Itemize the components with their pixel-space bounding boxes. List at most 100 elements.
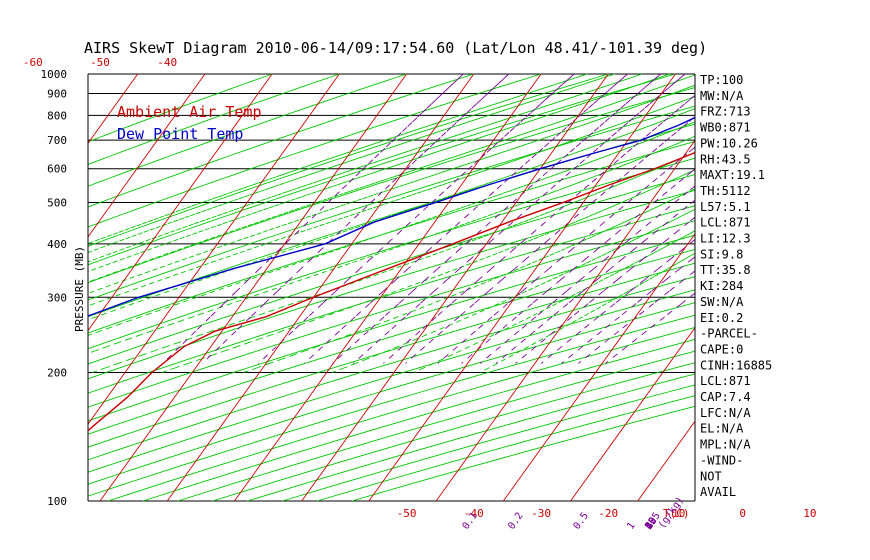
dry-adiabat-segment [594, 346, 625, 356]
moist-adiabat-segment [371, 171, 377, 174]
moist-adiabat-segment [412, 138, 418, 141]
moist-adiabat-segment [490, 253, 498, 257]
moist-adiabat-segment [463, 263, 472, 267]
moist-adiabat-segment [130, 243, 138, 247]
moist-adiabat-segment [540, 116, 545, 119]
moist-adiabat-segment [498, 101, 502, 104]
moist-adiabat-segment [585, 177, 591, 181]
moist-adiabat-segment [605, 227, 611, 231]
moist-adiabat-segment [445, 227, 453, 231]
dry-adiabat-segment [543, 91, 551, 94]
moist-adiabat-segment [569, 293, 576, 298]
dry-adiabat-segment [668, 339, 696, 347]
mixing-ratio-segment [340, 221, 351, 231]
dry-adiabat-segment [419, 425, 465, 440]
moist-adiabat-segment [94, 287, 103, 292]
moist-adiabat-segment [507, 174, 513, 178]
moist-adiabat-segment [577, 103, 582, 106]
mixing-ratio-segment [604, 117, 611, 123]
moist-adiabat-segment [525, 168, 531, 171]
moist-adiabat-segment [386, 248, 394, 252]
dry-adiabat-segment [475, 217, 490, 223]
moist-adiabat-segment [368, 236, 376, 240]
mixing-ratio-segment [475, 99, 482, 105]
dry-adiabat-segment [144, 202, 156, 207]
moist-adiabat-segment [627, 77, 632, 80]
isotherm-line [99, 73, 407, 502]
dry-adiabat-segment [620, 159, 631, 164]
moist-adiabat-segment [596, 157, 601, 161]
dry-adiabat-segment [568, 139, 579, 144]
mixing-ratio-segment [635, 159, 644, 167]
dry-adiabat-segment [606, 225, 622, 231]
moist-adiabat-segment [436, 130, 441, 133]
chart-title: AIRS SkewT Diagram 2010-06-14/09:17:54.6… [84, 39, 707, 57]
dry-adiabat-segment [458, 425, 504, 440]
dry-adiabat-segment [138, 184, 149, 189]
mixing-ratio-segment [347, 268, 361, 280]
moist-adiabat-segment [378, 270, 387, 275]
dry-adiabat-segment [674, 221, 691, 227]
moist-adiabat-segment [143, 238, 151, 243]
dry-adiabat-segment [471, 234, 487, 240]
dry-adiabat-segment [664, 373, 696, 383]
moist-adiabat-segment [443, 147, 448, 151]
dry-adiabat-segment [503, 159, 514, 164]
moist-adiabat-segment [414, 179, 420, 182]
moist-adiabat-segment [556, 157, 561, 161]
moist-adiabat-segment [316, 189, 323, 193]
moist-adiabat-segment [434, 122, 439, 125]
moist-adiabat-segment [425, 217, 432, 221]
mixing-ratio-segment [430, 239, 441, 249]
moist-adiabat-segment [290, 198, 296, 202]
dry-adiabat-segment [580, 372, 616, 383]
moist-adiabat-segment [469, 342, 479, 347]
moist-adiabat-segment [453, 134, 459, 137]
moist-adiabat-segment [159, 306, 170, 311]
moist-adiabat-segment [522, 122, 527, 125]
moist-adiabat-segment [328, 338, 340, 343]
moist-adiabat-segment [569, 78, 573, 81]
moist-adiabat-segment [193, 221, 200, 225]
dry-adiabat-segment [217, 91, 224, 94]
moist-adiabat-segment [567, 168, 573, 171]
dry-adiabat-segment [662, 112, 671, 116]
moist-adiabat-segment [330, 219, 337, 223]
moist-adiabat-segment [584, 215, 590, 219]
moist-adiabat-segment [524, 111, 529, 114]
moist-adiabat-segment [161, 367, 176, 373]
mixing-ratio-segment [535, 268, 550, 280]
moist-adiabat-segment [427, 124, 432, 127]
moist-adiabat-segment [134, 273, 143, 278]
moist-adiabat-segment [580, 263, 586, 267]
mixing-ratio-segment [560, 127, 567, 133]
mixing-ratio-segment [382, 279, 397, 292]
dry-adiabat-segment [335, 438, 382, 453]
moist-adiabat-segment [332, 194, 339, 198]
dry-adiabat-segment [134, 165, 144, 170]
dry-adiabat-segment [421, 147, 432, 152]
mixing-ratio-segment [666, 184, 676, 193]
moist-adiabat-segment [604, 154, 609, 158]
dry-adiabat-segment [170, 248, 185, 254]
moist-adiabat-segment [567, 97, 572, 100]
moist-adiabat-segment [598, 107, 603, 109]
moist-adiabat-segment [526, 120, 530, 123]
moist-adiabat-segment [658, 203, 663, 207]
moist-adiabat-segment [153, 279, 163, 283]
dry-adiabat-segment [145, 238, 160, 245]
dry-adiabat-segment [297, 108, 305, 112]
mixing-ratio-segment [577, 159, 585, 167]
pressure-tick-label: 500 [47, 197, 67, 210]
dry-adiabat-segment [451, 99, 459, 103]
moist-adiabat-segment [656, 87, 660, 89]
dry-adiabat-segment [119, 230, 132, 236]
bottom-temperature-tick-label: -40 [464, 507, 484, 520]
mixing-ratio-segment [587, 198, 598, 207]
moist-adiabat-segment [620, 99, 625, 102]
dry-adiabat-segment [213, 137, 222, 141]
dewpoint-profile [87, 116, 696, 317]
moist-adiabat-segment [216, 213, 223, 217]
dry-adiabat-segment [343, 425, 387, 440]
dry-adiabat-segment [280, 174, 291, 179]
